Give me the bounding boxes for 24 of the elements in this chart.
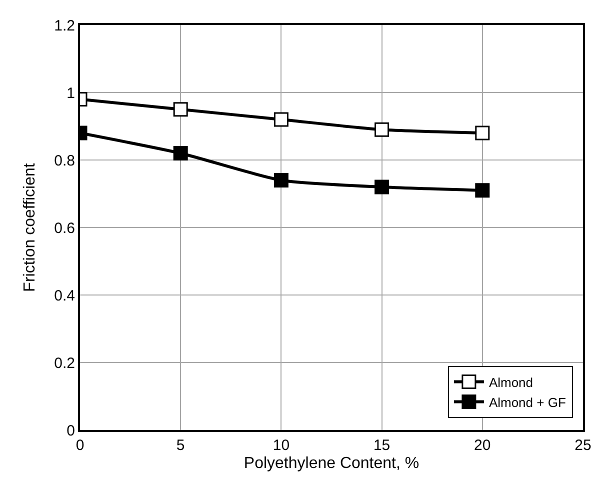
point [475, 183, 490, 198]
x-tick-label: 10 [272, 437, 290, 454]
point [173, 102, 188, 117]
x-tick-label: 20 [474, 437, 491, 454]
point [374, 122, 390, 137]
x-tick-label: 25 [574, 437, 592, 454]
y-axis-title: Friction coefficient [22, 162, 39, 292]
x-tick-label: 15 [373, 437, 390, 454]
y-tick-label: 0.6 [54, 220, 75, 237]
x-axis-title: Polyethylene Content, % [244, 455, 420, 472]
legend-label: Almond [488, 374, 534, 390]
x-tick-label: 5 [176, 437, 185, 454]
y-tick-label: 0.4 [54, 287, 75, 304]
y-tick-label: 1 [66, 84, 75, 102]
y-tick-label: 0.8 [54, 152, 75, 170]
y-tick-label: 0.2 [54, 354, 75, 372]
y-tick-label: 1.2 [54, 17, 75, 34]
point [475, 126, 490, 140]
y-tick-label: 0 [66, 422, 75, 440]
legend-label: Almond + GF [488, 394, 566, 410]
point [274, 112, 288, 127]
point [173, 146, 188, 160]
point [274, 173, 288, 188]
point [374, 180, 390, 194]
